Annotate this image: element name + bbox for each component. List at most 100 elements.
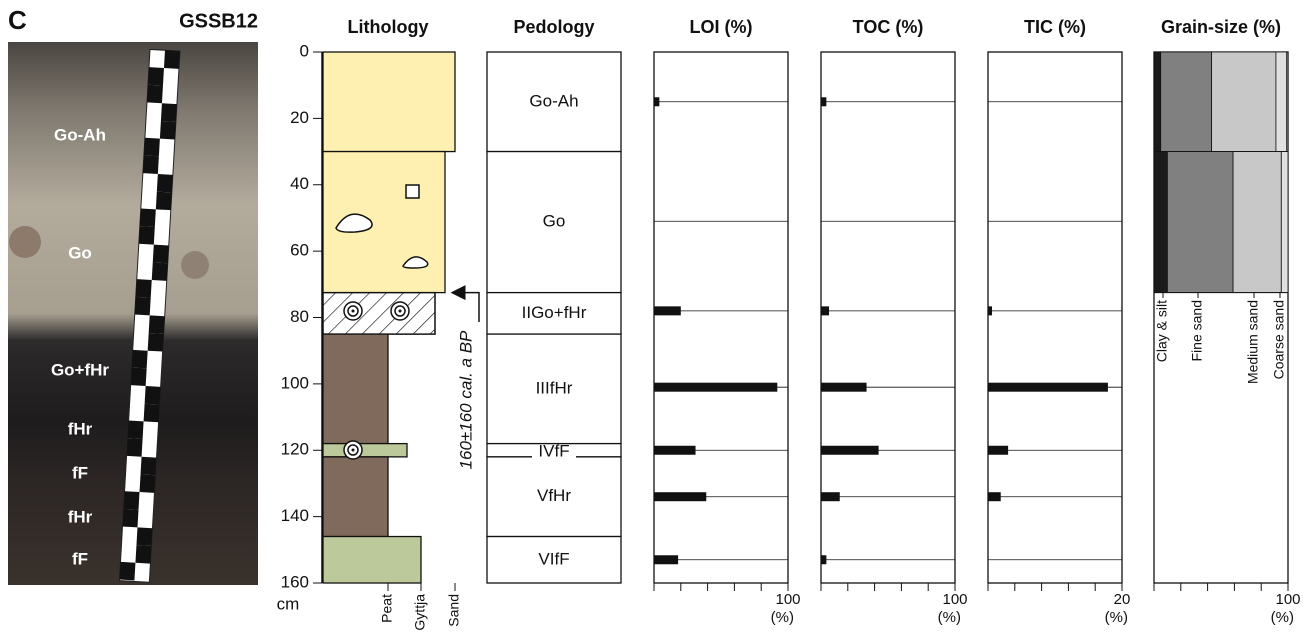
y-tick-label: 80 (290, 307, 309, 326)
bar (821, 383, 867, 392)
ruler-block (161, 103, 177, 122)
photo-label: fF (72, 463, 88, 482)
y-tick-label: 100 (281, 373, 309, 392)
class-label: Sand (446, 594, 462, 627)
horizon-label: IIGo+fHr (522, 303, 587, 322)
bar (654, 97, 659, 106)
photo-label: fF (72, 549, 88, 568)
fossil-symbol (399, 310, 402, 313)
ruler-block (145, 386, 161, 405)
grain-segment (1276, 52, 1287, 152)
photo-label: Go+fHr (51, 360, 109, 379)
stone (9, 226, 41, 258)
layer (323, 457, 388, 537)
site-label: GSSB12 (179, 10, 258, 32)
ruler-block (152, 262, 168, 281)
bar (988, 446, 1008, 455)
bar (654, 446, 696, 455)
panel-label: C (8, 5, 27, 35)
horizon-label: Go (543, 212, 566, 231)
bar (821, 306, 829, 315)
bar (821, 97, 826, 106)
class-label: Gyttja (412, 594, 428, 631)
ruler-block (124, 491, 140, 510)
annotation-arrow (452, 293, 479, 322)
grain-segment (1233, 152, 1281, 293)
ruler-block (135, 545, 151, 564)
x-unit: (%) (938, 609, 961, 626)
ruler-block (153, 245, 169, 264)
bar (988, 383, 1108, 392)
frame (821, 52, 955, 583)
panel-title: Pedology (513, 17, 594, 37)
stone (181, 251, 209, 279)
ruler-block (148, 333, 164, 352)
bar (654, 306, 681, 315)
horizon-label: Go-Ah (529, 91, 578, 110)
grain-segment (1161, 52, 1212, 152)
figure: C GSSB12 Go-AhGoGo+fHrfHrfFfHrfF 160±160… (0, 0, 1312, 644)
horizon-label: VfHr (537, 486, 571, 505)
panel-title: TOC (%) (853, 17, 924, 37)
ruler-block (132, 350, 148, 369)
ruler-block (157, 174, 173, 193)
fossil-symbol (352, 310, 355, 313)
bar (654, 383, 777, 392)
y-unit: cm (277, 594, 300, 613)
ruler-block (160, 121, 176, 140)
photo-label: fHr (68, 419, 93, 438)
bar (654, 492, 706, 501)
layer (323, 537, 421, 583)
ruler-block (128, 421, 144, 440)
x-tick-label: 100 (775, 591, 800, 608)
ruler-block (131, 367, 147, 386)
grain-segment (1154, 152, 1167, 293)
frame (988, 52, 1122, 583)
bar (821, 446, 879, 455)
bar (988, 492, 1001, 501)
grain-segment (1212, 52, 1276, 152)
ruler-block (140, 208, 156, 227)
horizon-label: IIIfHr (536, 378, 573, 397)
y-tick-label: 20 (290, 108, 309, 127)
ruler-block (164, 50, 180, 69)
bar (654, 555, 678, 564)
grain-segment (1154, 52, 1161, 152)
ruler-block (123, 509, 139, 528)
x-tick-label: 100 (1275, 591, 1300, 608)
panel-title: TIC (%) (1024, 17, 1086, 37)
ruler-block (147, 85, 163, 104)
ruler-block (143, 155, 159, 174)
horizon-label: IVfF (538, 442, 569, 461)
date-annotation: 160±160 cal. a BP (456, 330, 475, 469)
horizon-label: VIfF (538, 549, 569, 568)
panel-title: Grain-size (%) (1161, 17, 1281, 37)
ruler-block (144, 138, 160, 157)
panel-title: LOI (%) (690, 17, 753, 37)
y-tick-label: 40 (290, 174, 309, 193)
hatch (323, 293, 435, 334)
photo-label: Go-Ah (54, 125, 106, 144)
ruler-block (141, 457, 157, 476)
annotation: 160±160 cal. a BP (456, 330, 475, 469)
x-tick-label: 100 (942, 591, 967, 608)
ruler-block (156, 192, 172, 211)
y-tick-label: 160 (281, 572, 309, 591)
x-tick-label: 20 (1114, 591, 1131, 608)
y-tick-label: 140 (281, 506, 309, 525)
grain-segment (1167, 152, 1233, 293)
legend-label: Fine sand (1189, 300, 1205, 361)
y-tick-label: 0 (300, 41, 309, 60)
x-unit: (%) (1271, 609, 1294, 626)
frame (654, 52, 788, 583)
x-unit: (%) (1105, 609, 1128, 626)
ruler-block (119, 562, 135, 581)
y-tick-label: 60 (290, 241, 309, 260)
bar (821, 492, 840, 501)
grain-segment (1281, 152, 1288, 293)
ruler-block (136, 527, 152, 546)
fossil-symbol (352, 449, 355, 452)
ruler-block (144, 404, 160, 423)
y-tick-label: 120 (281, 440, 309, 459)
